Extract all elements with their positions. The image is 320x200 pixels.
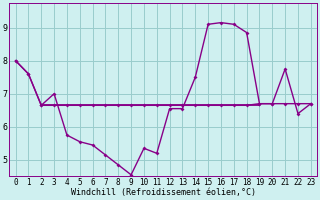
X-axis label: Windchill (Refroidissement éolien,°C): Windchill (Refroidissement éolien,°C) [71,188,256,197]
